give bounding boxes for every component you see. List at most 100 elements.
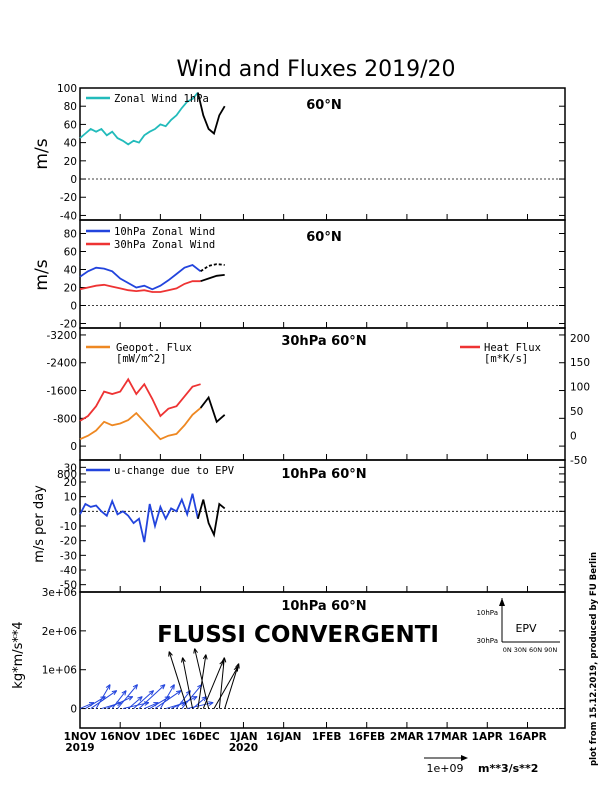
- x-tick-label: 1FEB: [312, 731, 342, 743]
- epv-vector-head: [148, 690, 155, 696]
- panel-5-epv-vectors: [79, 591, 566, 729]
- series-1-zonal-wind-1hpa: [79, 92, 199, 146]
- epv-vector-head: [137, 696, 143, 702]
- panel-1-ytick-label: 40: [64, 138, 77, 150]
- x-tick-label: 16DEC: [181, 731, 220, 743]
- panel-3-ytick-label-right: 150: [570, 357, 590, 369]
- epv-vector-head: [192, 696, 198, 701]
- x-tick-label: 16APR: [508, 731, 547, 743]
- epv-vector: [159, 684, 175, 709]
- panel-4-ytick-label: 20: [64, 477, 77, 489]
- panel-3-ytick-label: -3200: [46, 330, 77, 342]
- epv-vector: [194, 648, 210, 709]
- x-tick-label: 1DEC: [145, 731, 176, 743]
- x-tick-label: 16JAN: [266, 731, 301, 743]
- panel-4-ylabel: m/s per day: [32, 485, 47, 563]
- epv-legend-label: EPV: [515, 622, 537, 635]
- epv-legend-arrowhead: [499, 598, 505, 606]
- panel-1-ytick-label: -40: [60, 210, 77, 222]
- epv-vector-head: [208, 701, 214, 706]
- panel-3-location: 30hPa 60°N: [281, 334, 366, 349]
- epv-vector: [181, 684, 203, 709]
- series-3-heat-flux: [79, 377, 201, 422]
- panel-2-ytick-label: 20: [64, 283, 77, 295]
- panel-5-ytick-label: 0: [70, 704, 77, 716]
- series-2-10hpa-zonal-wind: [79, 263, 202, 291]
- figure-title: Wind and Fluxes 2019/20: [176, 57, 455, 82]
- epv-vector: [95, 684, 111, 709]
- x-tick-label: 17MAR: [426, 731, 467, 743]
- panel-1-ytick-label: -20: [60, 192, 77, 204]
- epv-vector: [176, 690, 191, 709]
- epv-vector: [224, 663, 240, 709]
- x-tick-label: 1NOV: [64, 731, 98, 743]
- legend-label-30hpa: 30hPa Zonal Wind: [114, 239, 215, 251]
- panel-3-ytick-label-right: 0: [570, 431, 577, 443]
- epv-vector: [111, 690, 127, 709]
- panel-1-ylabel: m/s: [32, 138, 52, 169]
- epv-vector: [187, 702, 214, 710]
- epv-vector: [168, 651, 188, 709]
- legend-label-geopot: Geopot. Flux: [116, 342, 192, 354]
- epv-vector-head: [181, 657, 186, 663]
- panel-1-ytick-label: 60: [64, 119, 77, 131]
- panel-5-location: 10hPa 60°N: [281, 599, 366, 614]
- epv-vector: [192, 696, 207, 709]
- panel-5-ytick-label: 2e+06: [42, 626, 78, 638]
- panel-2-ytick-label: 40: [64, 265, 77, 277]
- legend-units-geopot: [mW/m^2]: [116, 353, 167, 365]
- epv-vector-head: [168, 651, 173, 657]
- epv-arrows: [79, 648, 240, 710]
- panel-4-ytick-label: 30: [64, 462, 77, 474]
- x-tick-label: 1APR: [472, 731, 503, 743]
- epv-legend-top: 10hPa: [476, 609, 498, 617]
- epv-vector-head: [176, 690, 182, 696]
- panel-3-ytick-label-right: 200: [570, 333, 590, 345]
- panel-3-legend: Geopot. Flux [mW/m^2] Heat Flux [m*K/s]: [86, 342, 541, 365]
- vector-scale-arrowhead: [461, 755, 468, 761]
- series-layer: [79, 92, 226, 543]
- x-year-label-2020: 2020: [229, 742, 258, 754]
- panel-4-ytick-label: -20: [60, 536, 77, 548]
- vector-scale-value: 1e+09: [427, 762, 464, 775]
- epv-vector: [170, 696, 198, 710]
- series-4-u-change-due-to-epv: [79, 493, 199, 543]
- credit-line: plot from 15.12.2019, produced by FU Ber…: [589, 552, 599, 766]
- epv-vector-head: [170, 684, 175, 690]
- panel-2-ytick-label: 80: [64, 229, 77, 241]
- panel-4-ytick-label: -10: [60, 521, 77, 533]
- series-1-forecast: [197, 92, 226, 136]
- x-tick-label: 1JAN: [229, 731, 257, 743]
- panel-1-ytick-label: 20: [64, 156, 77, 168]
- x-axis: 1NOV 16NOV 1DEC 16DEC 1JAN 16JAN 1FEB 16FEB 2MAR…: [64, 214, 547, 754]
- x-tick-label: 16FEB: [348, 731, 385, 743]
- panel-1-ytick-label: 100: [57, 83, 77, 95]
- epv-vector-head: [221, 657, 227, 663]
- x-tick-label: 16NOV: [100, 731, 141, 743]
- panel-2-ytick-label: 60: [64, 247, 77, 259]
- epv-vector: [106, 696, 134, 710]
- epv-vector: [127, 696, 143, 709]
- series-4-forecast: [197, 499, 226, 538]
- panel-2-ylabel: m/s: [32, 259, 52, 290]
- panel-3-ytick-label: -2400: [46, 358, 77, 370]
- epv-vector: [182, 657, 194, 709]
- panel-3-ytick-label-right: 50: [570, 406, 583, 418]
- panel-1-legend: Zonal Wind 1hPa: [86, 93, 209, 105]
- epv-vector-head: [121, 690, 127, 696]
- panel-3-ytick-label: -1600: [46, 386, 77, 398]
- panel-4-ytick-label: -30: [60, 550, 77, 562]
- epv-legend-bottom: 30hPa: [476, 637, 498, 645]
- overlay-annotation: FLUSSI CONVERGENTI: [157, 622, 439, 648]
- panel-3-ytick-label-right: 100: [570, 382, 590, 394]
- panel-4-ytick-label: -40: [60, 565, 77, 577]
- epv-vector-head: [202, 654, 208, 660]
- epv-vector: [213, 666, 239, 709]
- panel-4-ytick-label: -50: [60, 580, 77, 592]
- legend-label-heat: Heat Flux: [484, 342, 541, 354]
- panel-5-frame: [79, 591, 566, 729]
- epv-vector: [133, 690, 154, 709]
- epv-vector: [218, 657, 225, 709]
- series-3-geopot-flux: [79, 407, 202, 441]
- legend-label-u-change: u-change due to EPV: [114, 465, 235, 477]
